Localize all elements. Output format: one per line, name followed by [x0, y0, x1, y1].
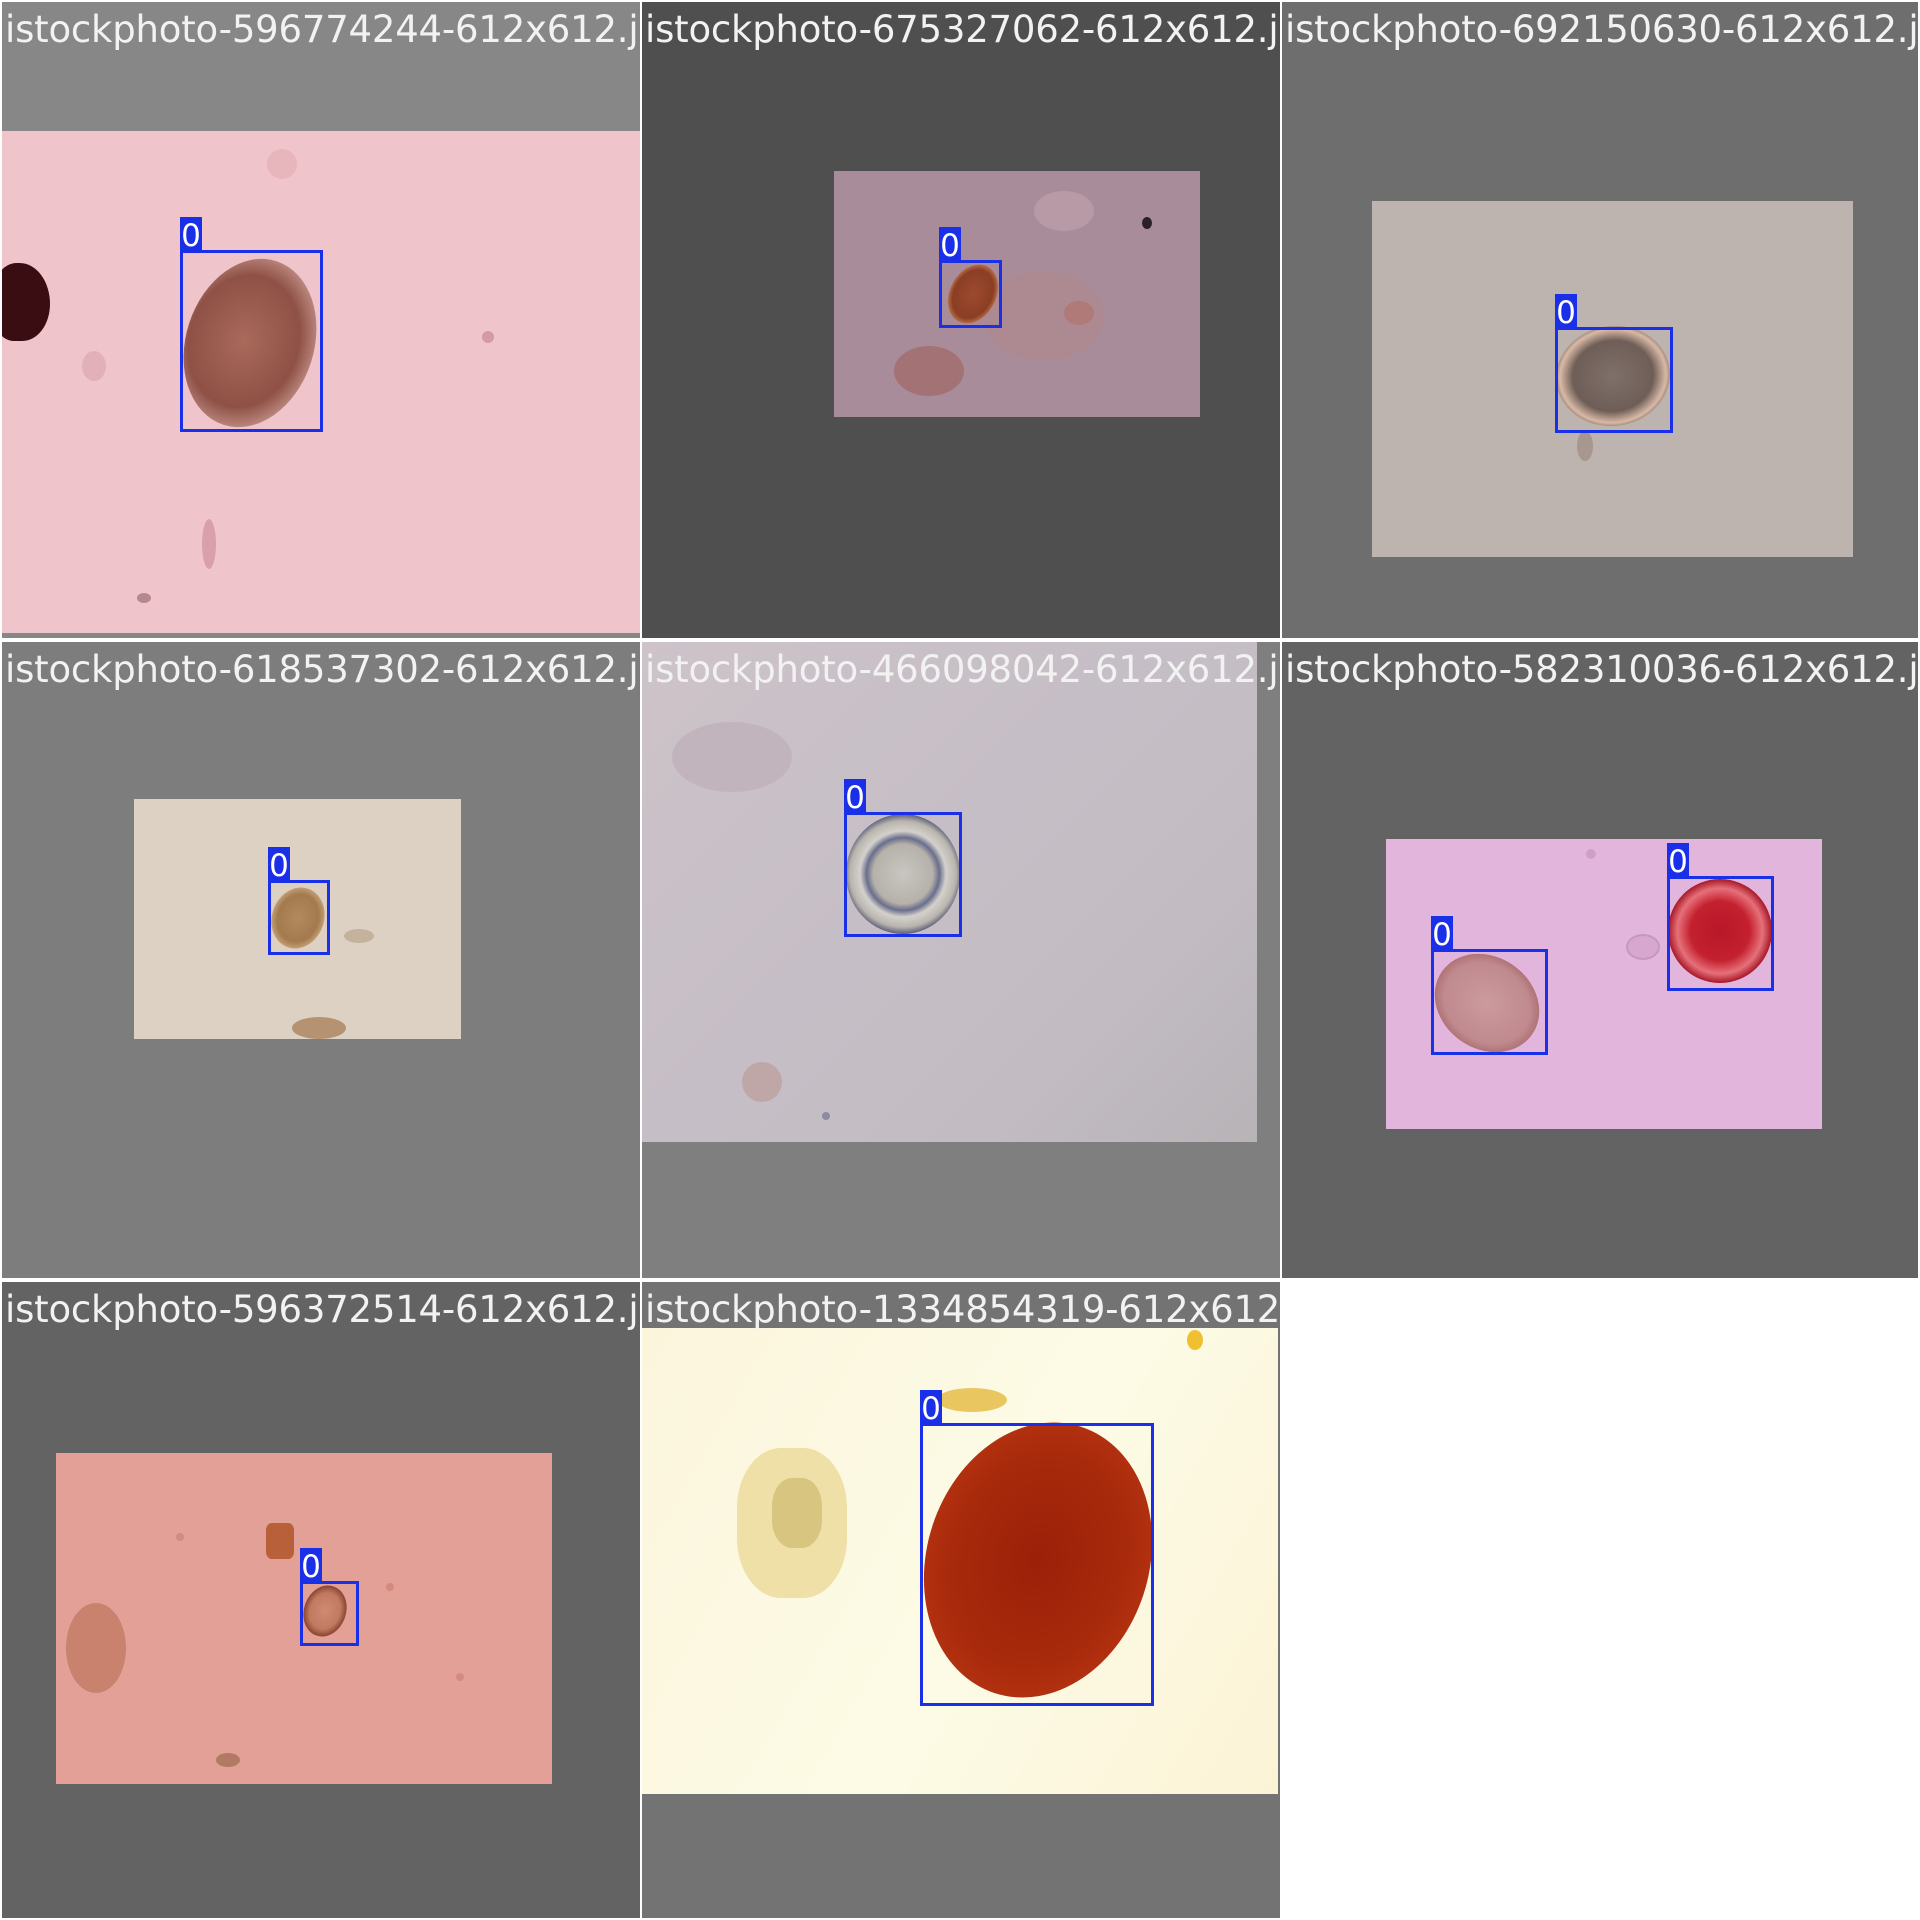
image-tile[interactable]: istockphoto-596372514-612x612.jpg 0 [2, 1282, 640, 1918]
class-label: 0 [1431, 916, 1453, 953]
image-filename: istockphoto-466098042-612x612.jpg [645, 648, 1280, 691]
class-label: 0 [844, 779, 866, 816]
image-filename: istockphoto-618537302-612x612.jpg [5, 648, 640, 691]
image-filename: istockphoto-596774244-612x612.jpg [5, 8, 640, 51]
detection-box: 0 [1431, 916, 1548, 1055]
detection-box: 0 [1667, 843, 1774, 991]
image-tile[interactable]: istockphoto-692150630-612x612.jpg 0 [1282, 2, 1918, 638]
class-label: 0 [1667, 843, 1689, 880]
image-tile[interactable]: istockphoto-582310036-612x612.jpg 0 0 [1282, 642, 1918, 1278]
microscope-photo [134, 799, 461, 1039]
microscope-photo [56, 1453, 552, 1784]
class-label: 0 [180, 217, 202, 254]
microscope-photo [642, 642, 1257, 1142]
detection-box: 0 [300, 1548, 359, 1646]
microscope-photo [1386, 839, 1822, 1129]
image-tile[interactable]: istockphoto-1334854319-612x612.jpg 0 [642, 1282, 1280, 1918]
class-label: 0 [268, 847, 290, 884]
parasite-egg [846, 814, 960, 934]
image-tile[interactable]: istockphoto-596774244-612x612.jpg 0 [2, 2, 640, 638]
detection-box: 0 [268, 847, 330, 955]
class-label: 0 [920, 1390, 942, 1427]
class-label: 0 [300, 1548, 322, 1585]
detection-box: 0 [920, 1390, 1154, 1706]
class-label: 0 [939, 227, 961, 264]
detection-box: 0 [844, 779, 962, 937]
microscope-photo [2, 131, 640, 633]
image-filename: istockphoto-1334854319-612x612.jpg [645, 1288, 1280, 1331]
image-filename: istockphoto-582310036-612x612.jpg [1285, 648, 1918, 691]
image-tile[interactable]: istockphoto-466098042-612x612.jpg 0 [642, 642, 1280, 1278]
detection-box: 0 [939, 227, 1002, 328]
image-filename: istockphoto-596372514-612x612.jpg [5, 1288, 640, 1331]
class-label: 0 [1555, 294, 1577, 331]
microscope-photo [642, 1328, 1278, 1794]
image-filename: istockphoto-675327062-612x612.jpg [645, 8, 1280, 51]
parasite-egg [1668, 879, 1772, 983]
image-tile[interactable]: istockphoto-675327062-612x612.jpg 0 [642, 2, 1280, 638]
microscope-photo [834, 171, 1200, 417]
detection-box: 0 [180, 217, 323, 432]
image-tile[interactable]: istockphoto-618537302-612x612.jpg 0 [2, 642, 640, 1278]
detection-box: 0 [1555, 294, 1673, 433]
image-filename: istockphoto-692150630-612x612.jpg [1285, 8, 1918, 51]
microscope-photo [1372, 201, 1853, 557]
